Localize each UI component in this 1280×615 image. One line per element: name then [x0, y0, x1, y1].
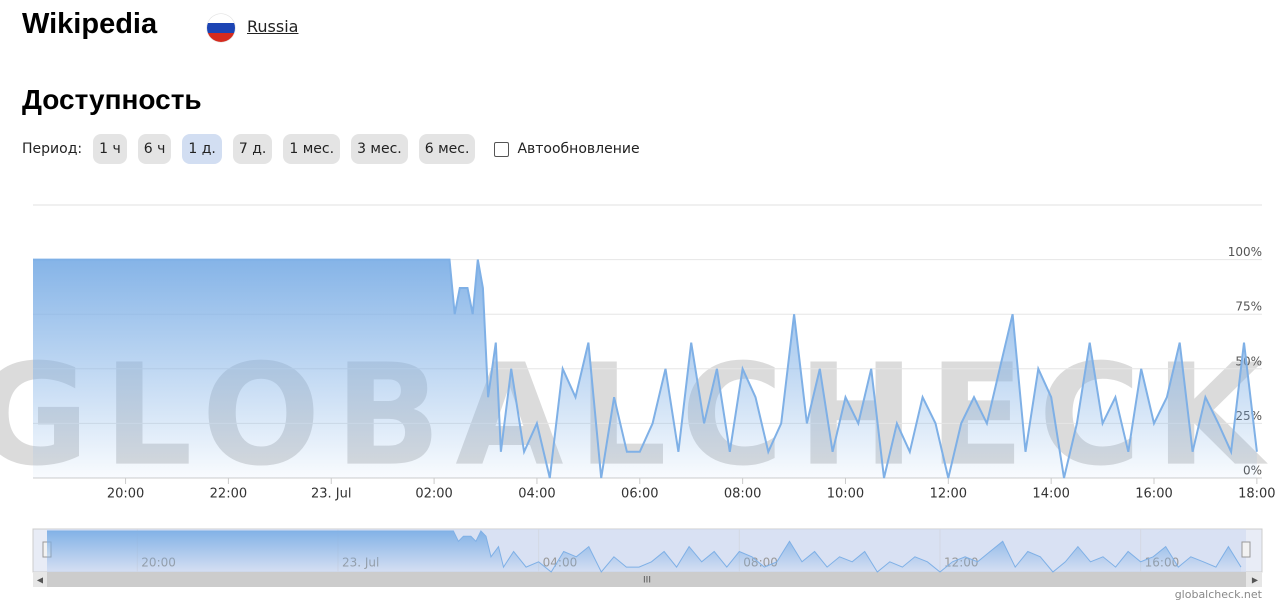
x-tick-label: 08:00 [724, 487, 761, 502]
period-button[interactable]: 3 мес. [351, 134, 408, 164]
x-tick-label: 18:00 [1238, 487, 1275, 502]
series-area [33, 259, 1257, 478]
nav-area [47, 531, 1241, 572]
period-button[interactable]: 1 ч [93, 134, 127, 164]
scroll-grip: III [643, 576, 651, 586]
period-button[interactable]: 6 мес. [418, 134, 476, 164]
y-tick-label: 75% [1235, 300, 1262, 314]
period-button[interactable]: 6 ч [137, 134, 172, 164]
x-tick-label: 20:00 [107, 487, 144, 502]
site-title: Wikipedia [22, 8, 158, 40]
credit: globalcheck.net [1175, 588, 1263, 601]
x-tick-label: 23. Jul [311, 487, 352, 502]
period-button[interactable]: 1 д. [182, 134, 222, 164]
handle-right[interactable] [1241, 541, 1251, 558]
nav-line [47, 530, 1242, 573]
x-tick-label: 10:00 [827, 487, 864, 502]
header: Wikipedia Russia Доступность Период: 1 ч… [0, 0, 1280, 190]
period-button[interactable]: 1 мес. [283, 134, 341, 164]
x-tick-label: 22:00 [210, 487, 247, 502]
y-tick-label: 50% [1235, 354, 1262, 368]
scrollbar-thumb[interactable] [47, 572, 1246, 587]
period-label: Период: [22, 141, 83, 157]
x-tick-label: 16:00 [1135, 487, 1172, 502]
country-link[interactable]: Russia [247, 17, 299, 36]
auto-update-checkbox[interactable] [494, 141, 510, 157]
scroll-right[interactable]: ▶ [1252, 576, 1259, 585]
auto-update-label[interactable]: Автообновление [517, 141, 640, 157]
x-tick-label: 14:00 [1032, 487, 1069, 502]
section-title: Доступность [22, 84, 202, 115]
series-line [33, 258, 1258, 479]
flag [207, 14, 235, 42]
scroll-left[interactable]: ◀ [37, 576, 44, 585]
period-button[interactable]: 7 д. [232, 134, 273, 164]
x-tick-label: 02:00 [415, 487, 452, 502]
x-tick-label: 04:00 [518, 487, 555, 502]
x-tick-label: 06:00 [621, 487, 658, 502]
x-tick-label: 12:00 [930, 487, 967, 502]
period-row: Период: 1 ч 6 ч 1 д. 7 д. 1 мес. 3 мес. 6 мес.… [22, 134, 640, 164]
y-tick-label: 100% [1228, 245, 1262, 259]
